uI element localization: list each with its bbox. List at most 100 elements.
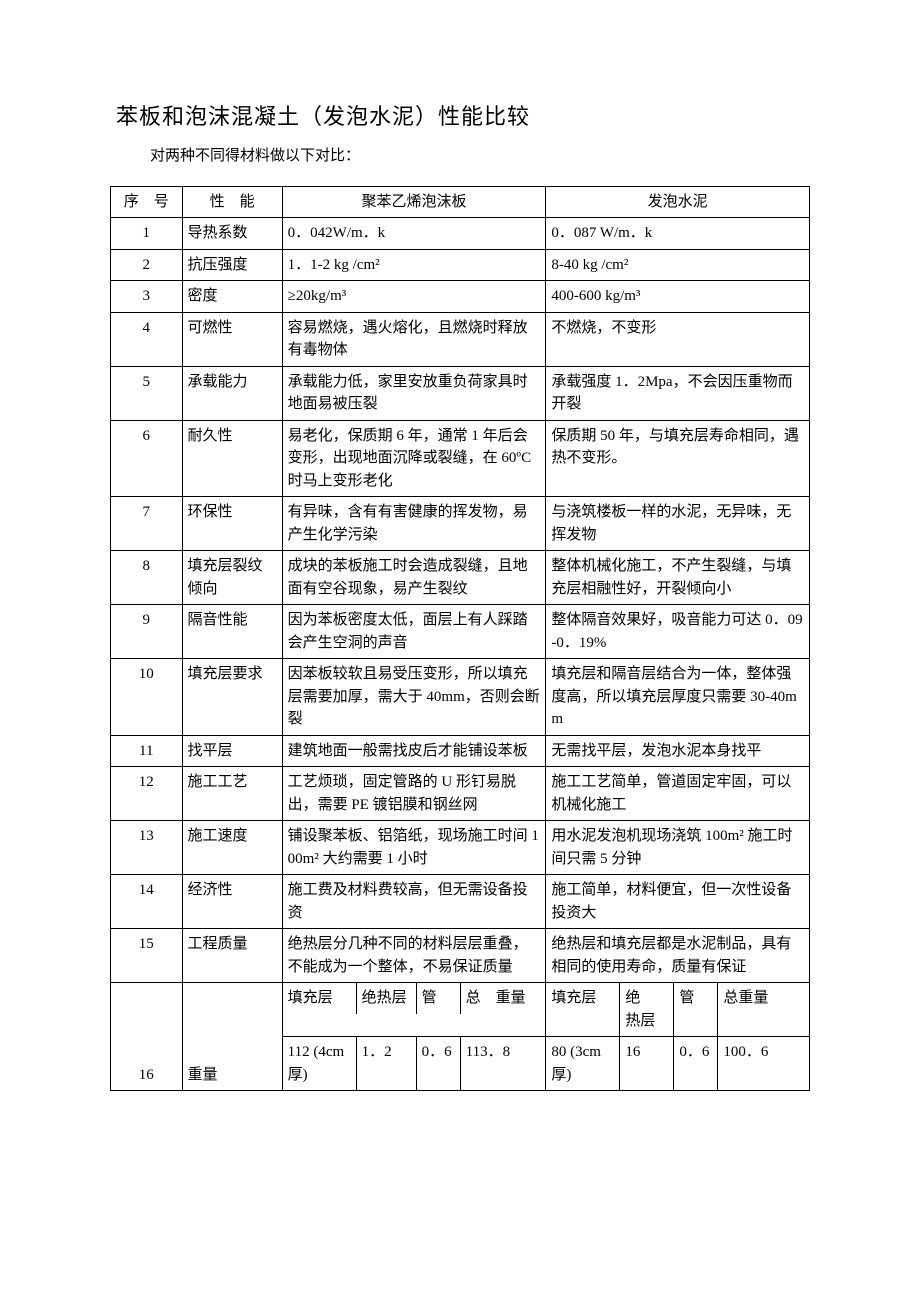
table-row: 6耐久性易老化，保质期 6 年，通常 1 年后会变形，出现地面沉降或裂缝，在 6… bbox=[111, 420, 810, 497]
cell-seq: 13 bbox=[111, 821, 183, 875]
subtitle: 对两种不同得材料做以下对比： bbox=[150, 145, 810, 168]
cell-a: 因为苯板密度太低，面层上有人踩踏会产生空洞的声音 bbox=[282, 605, 546, 659]
cell-seq: 10 bbox=[111, 659, 183, 736]
cell-sub: 填充层绝 热层管总重量 bbox=[546, 983, 810, 1037]
table-row: 9隔音性能因为苯板密度太低，面层上有人踩踏会产生空洞的声音整体隔音效果好，吸音能… bbox=[111, 605, 810, 659]
cell-prop: 可燃性 bbox=[182, 312, 282, 366]
cell-seq: 3 bbox=[111, 281, 183, 313]
cell-seq: 7 bbox=[111, 497, 183, 551]
cell-b: 0．087 W/m．k bbox=[546, 218, 810, 250]
cell-b: 保质期 50 年，与填充层寿命相同，遇热不变形。 bbox=[546, 420, 810, 497]
sub-cell: 100．6 bbox=[718, 1037, 794, 1090]
table-row: 3密度≥20kg/m³400-600 kg/m³ bbox=[111, 281, 810, 313]
cell-a: 工艺烦琐，固定管路的 U 形钉易脱出，需要 PE 镀铝膜和钢丝网 bbox=[282, 767, 546, 821]
cell-prop: 耐久性 bbox=[182, 420, 282, 497]
cell-a: 承载能力低，家里安放重负荷家具时地面易被压裂 bbox=[282, 366, 546, 420]
cell-b: 与浇筑楼板一样的水泥，无异味，无挥发物 bbox=[546, 497, 810, 551]
table-row: 2抗压强度1．1-2 kg /cm²8-40 kg /cm² bbox=[111, 249, 810, 281]
header-col-b: 发泡水泥 bbox=[546, 186, 810, 218]
sub-cell: 0．6 bbox=[674, 1037, 718, 1090]
cell-a: 绝热层分几种不同的材料层层重叠，不能成为一个整体，不易保证质量 bbox=[282, 929, 546, 983]
cell-seq: 1 bbox=[111, 218, 183, 250]
cell-a: ≥20kg/m³ bbox=[282, 281, 546, 313]
sub-cell: 管 bbox=[674, 983, 718, 1036]
cell-seq: 14 bbox=[111, 875, 183, 929]
cell-prop: 施工速度 bbox=[182, 821, 282, 875]
sub-cell: 绝 热层 bbox=[620, 983, 674, 1036]
cell-prop: 经济性 bbox=[182, 875, 282, 929]
table-header-row: 序 号 性 能 聚苯乙烯泡沫板 发泡水泥 bbox=[111, 186, 810, 218]
table-row: 7环保性有异味，含有有害健康的挥发物，易产生化学污染与浇筑楼板一样的水泥，无异味… bbox=[111, 497, 810, 551]
header-seq: 序 号 bbox=[111, 186, 183, 218]
cell-prop: 密度 bbox=[182, 281, 282, 313]
cell-b: 整体隔音效果好，吸音能力可达 0．09-0．19% bbox=[546, 605, 810, 659]
cell-b: 400-600 kg/m³ bbox=[546, 281, 810, 313]
cell-b: 整体机械化施工，不产生裂缝，与填充层相融性好，开裂倾向小 bbox=[546, 551, 810, 605]
cell-prop: 找平层 bbox=[182, 735, 282, 767]
cell-seq: 16 bbox=[111, 983, 183, 1091]
cell-b: 填充层和隔音层结合为一体，整体强度高，所以填充层厚度只需要 30-40mm bbox=[546, 659, 810, 736]
sub-cell: 80 (3cm 厚) bbox=[546, 1037, 620, 1090]
cell-seq: 5 bbox=[111, 366, 183, 420]
cell-a: 容易燃烧，遇火熔化，且燃烧时释放有毒物体 bbox=[282, 312, 546, 366]
cell-a: 易老化，保质期 6 年，通常 1 年后会变形，出现地面沉降或裂缝，在 60ºC … bbox=[282, 420, 546, 497]
sub-cell: 总重量 bbox=[718, 983, 794, 1036]
cell-seq: 8 bbox=[111, 551, 183, 605]
sub-cell: 总 重量 bbox=[461, 983, 531, 1014]
sub-cell: 绝热层 bbox=[357, 983, 417, 1014]
cell-a: 0．042W/m．k bbox=[282, 218, 546, 250]
cell-prop: 施工工艺 bbox=[182, 767, 282, 821]
sub-cell: 113．8 bbox=[461, 1037, 531, 1090]
comparison-table: 序 号 性 能 聚苯乙烯泡沫板 发泡水泥 1导热系数0．042W/m．k0．08… bbox=[110, 186, 810, 1092]
cell-seq: 6 bbox=[111, 420, 183, 497]
cell-seq: 12 bbox=[111, 767, 183, 821]
cell-a: 铺设聚苯板、铝箔纸，现场施工时间 100m² 大约需要 1 小时 bbox=[282, 821, 546, 875]
table-row: 16重量填充层绝热层管总 重量填充层绝 热层管总重量 bbox=[111, 983, 810, 1037]
table-row: 13施工速度铺设聚苯板、铝箔纸，现场施工时间 100m² 大约需要 1 小时用水… bbox=[111, 821, 810, 875]
table-row: 5承载能力承载能力低，家里安放重负荷家具时地面易被压裂承载强度 1．2Mpa，不… bbox=[111, 366, 810, 420]
cell-b: 绝热层和填充层都是水泥制品，具有相同的使用寿命，质量有保证 bbox=[546, 929, 810, 983]
cell-seq: 9 bbox=[111, 605, 183, 659]
table-row: 12施工工艺工艺烦琐，固定管路的 U 形钉易脱出，需要 PE 镀铝膜和钢丝网施工… bbox=[111, 767, 810, 821]
cell-prop: 填充层要求 bbox=[182, 659, 282, 736]
table-row: 4可燃性容易燃烧，遇火熔化，且燃烧时释放有毒物体不燃烧，不变形 bbox=[111, 312, 810, 366]
sub-cell: 16 bbox=[620, 1037, 674, 1090]
cell-prop: 导热系数 bbox=[182, 218, 282, 250]
cell-a: 有异味，含有有害健康的挥发物，易产生化学污染 bbox=[282, 497, 546, 551]
sub-cell: 填充层 bbox=[546, 983, 620, 1036]
cell-a: 因苯板较软且易受压变形，所以填充层需要加厚，需大于 40mm，否则会断裂 bbox=[282, 659, 546, 736]
cell-prop: 承载能力 bbox=[182, 366, 282, 420]
cell-a: 建筑地面一般需找皮后才能铺设苯板 bbox=[282, 735, 546, 767]
header-col-a: 聚苯乙烯泡沫板 bbox=[282, 186, 546, 218]
cell-b: 不燃烧，不变形 bbox=[546, 312, 810, 366]
cell-b: 用水泥发泡机现场浇筑 100m² 施工时间只需 5 分钟 bbox=[546, 821, 810, 875]
sub-cell: 填充层 bbox=[283, 983, 357, 1014]
cell-sub: 填充层绝热层管总 重量 bbox=[282, 983, 546, 1037]
table-row: 1导热系数0．042W/m．k0．087 W/m．k bbox=[111, 218, 810, 250]
page-title: 苯板和泡沫混凝土（发泡水泥）性能比较 bbox=[116, 100, 810, 133]
cell-sub: 80 (3cm 厚)160．6100．6 bbox=[546, 1037, 810, 1091]
sub-cell: 管 bbox=[417, 983, 461, 1014]
sub-cell: 0．6 bbox=[417, 1037, 461, 1090]
sub-cell: 112 (4cm厚) bbox=[283, 1037, 357, 1090]
cell-a: 成块的苯板施工时会造成裂缝，且地面有空谷现象，易产生裂纹 bbox=[282, 551, 546, 605]
cell-b: 8-40 kg /cm² bbox=[546, 249, 810, 281]
cell-prop: 填充层裂纹倾向 bbox=[182, 551, 282, 605]
cell-a: 1．1-2 kg /cm² bbox=[282, 249, 546, 281]
sub-cell: 1．2 bbox=[357, 1037, 417, 1090]
cell-sub: 112 (4cm厚)1．20．6113．8 bbox=[282, 1037, 546, 1091]
cell-b: 无需找平层，发泡水泥本身找平 bbox=[546, 735, 810, 767]
cell-prop: 隔音性能 bbox=[182, 605, 282, 659]
cell-b: 施工简单，材料便宜，但一次性设备投资大 bbox=[546, 875, 810, 929]
cell-seq: 11 bbox=[111, 735, 183, 767]
cell-seq: 4 bbox=[111, 312, 183, 366]
cell-seq: 15 bbox=[111, 929, 183, 983]
table-row: 15工程质量绝热层分几种不同的材料层层重叠，不能成为一个整体，不易保证质量绝热层… bbox=[111, 929, 810, 983]
cell-prop: 抗压强度 bbox=[182, 249, 282, 281]
table-row: 8填充层裂纹倾向成块的苯板施工时会造成裂缝，且地面有空谷现象，易产生裂纹整体机械… bbox=[111, 551, 810, 605]
header-prop: 性 能 bbox=[182, 186, 282, 218]
cell-a: 施工费及材料费较高，但无需设备投资 bbox=[282, 875, 546, 929]
cell-prop: 工程质量 bbox=[182, 929, 282, 983]
cell-b: 施工工艺简单，管道固定牢固，可以机械化施工 bbox=[546, 767, 810, 821]
table-row: 11找平层建筑地面一般需找皮后才能铺设苯板无需找平层，发泡水泥本身找平 bbox=[111, 735, 810, 767]
